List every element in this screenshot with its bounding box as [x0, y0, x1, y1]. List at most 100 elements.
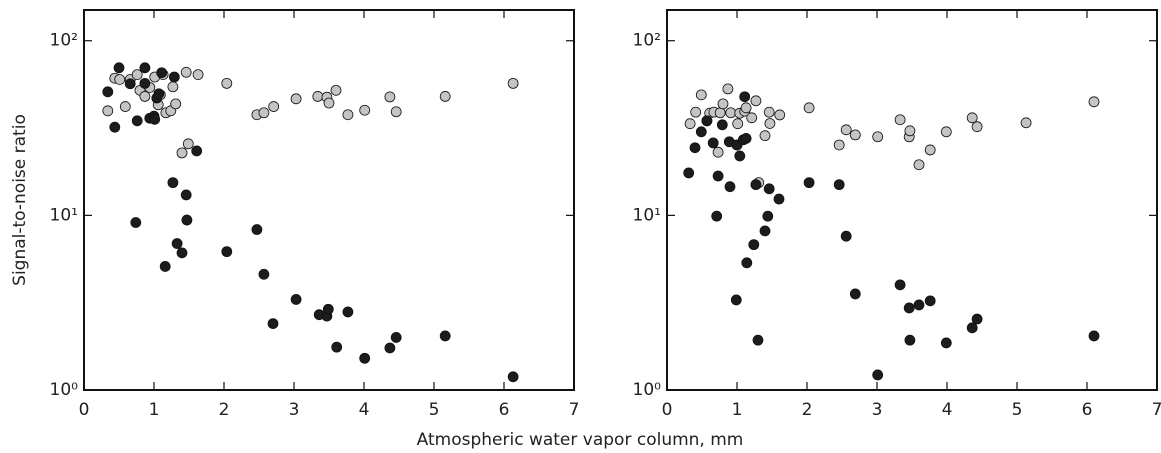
- point: [170, 98, 182, 110]
- point: [1020, 117, 1032, 129]
- point: [167, 81, 179, 93]
- point: [803, 177, 815, 189]
- point: [711, 210, 723, 222]
- point: [159, 261, 171, 272]
- point: [730, 294, 742, 306]
- point: [732, 118, 744, 130]
- point: [763, 183, 775, 195]
- point: [182, 138, 194, 150]
- point: [840, 124, 852, 136]
- point: [774, 109, 786, 121]
- point: [124, 78, 136, 90]
- point: [168, 71, 180, 83]
- point: [940, 126, 952, 138]
- point: [840, 230, 852, 242]
- x-tick-label: 7: [569, 400, 580, 420]
- point: [342, 109, 354, 121]
- x-tick-label: 0: [79, 400, 90, 420]
- x-tick-label: 1: [732, 400, 743, 420]
- point: [750, 179, 762, 191]
- point: [714, 107, 726, 119]
- point: [739, 91, 751, 103]
- point: [740, 132, 752, 144]
- y-axis-label: Signal-to-noise ratio: [10, 114, 30, 286]
- point: [130, 217, 142, 228]
- point: [913, 299, 925, 311]
- x-tick-label: 1: [149, 400, 160, 420]
- point: [342, 306, 354, 318]
- point: [759, 130, 771, 142]
- point: [192, 69, 204, 80]
- point: [176, 147, 188, 159]
- point: [717, 98, 729, 110]
- point: [507, 77, 519, 89]
- point: [181, 214, 193, 226]
- point: [701, 115, 713, 127]
- point: [507, 371, 519, 383]
- point: [904, 334, 916, 346]
- point: [707, 137, 719, 149]
- point: [833, 139, 845, 151]
- point: [113, 62, 125, 74]
- point: [725, 107, 737, 119]
- point: [689, 142, 701, 154]
- point: [330, 84, 342, 96]
- x-tick-label: 5: [1012, 400, 1023, 420]
- point: [924, 295, 936, 307]
- point: [695, 126, 707, 138]
- point: [734, 150, 746, 162]
- point: [180, 66, 192, 78]
- point: [741, 257, 753, 269]
- x-tick-label: 5: [429, 400, 440, 420]
- point: [258, 107, 270, 119]
- point: [722, 83, 734, 95]
- point: [724, 181, 736, 193]
- x-tick-label: 3: [872, 400, 883, 420]
- x-tick-label: 0: [662, 400, 673, 420]
- point: [359, 352, 371, 364]
- point: [762, 210, 774, 222]
- x-tick-label: 6: [499, 400, 510, 420]
- y-tick-label: 10²: [633, 31, 661, 51]
- point: [1088, 330, 1100, 342]
- point: [439, 91, 451, 102]
- point: [966, 322, 978, 334]
- point: [251, 224, 263, 235]
- x-tick-label: 2: [802, 400, 813, 420]
- point: [833, 179, 845, 191]
- point: [849, 129, 861, 141]
- point: [258, 268, 270, 280]
- point: [746, 112, 758, 124]
- point: [390, 106, 402, 118]
- point: [439, 330, 451, 342]
- point: [139, 62, 151, 74]
- point: [684, 118, 696, 130]
- point: [221, 77, 233, 89]
- point: [690, 106, 702, 118]
- point: [971, 121, 983, 133]
- point: [153, 88, 165, 100]
- point: [712, 170, 724, 182]
- y-tick-label: 10¹: [50, 205, 78, 225]
- point: [971, 313, 983, 325]
- point: [712, 146, 724, 158]
- plot-frame: [83, 9, 575, 391]
- point: [966, 112, 978, 124]
- point: [390, 332, 402, 343]
- point: [290, 294, 302, 305]
- x-tick-label: 3: [289, 400, 300, 420]
- point: [268, 101, 280, 112]
- x-tick-label: 4: [942, 400, 953, 420]
- point: [180, 189, 192, 201]
- point: [312, 91, 324, 102]
- point: [773, 193, 785, 205]
- point: [752, 334, 764, 346]
- point: [290, 93, 302, 105]
- x-tick-label: 6: [1082, 400, 1093, 420]
- point: [191, 145, 203, 157]
- point: [167, 177, 179, 189]
- point: [221, 246, 233, 258]
- x-tick-label: 7: [1152, 400, 1161, 420]
- point: [139, 91, 151, 102]
